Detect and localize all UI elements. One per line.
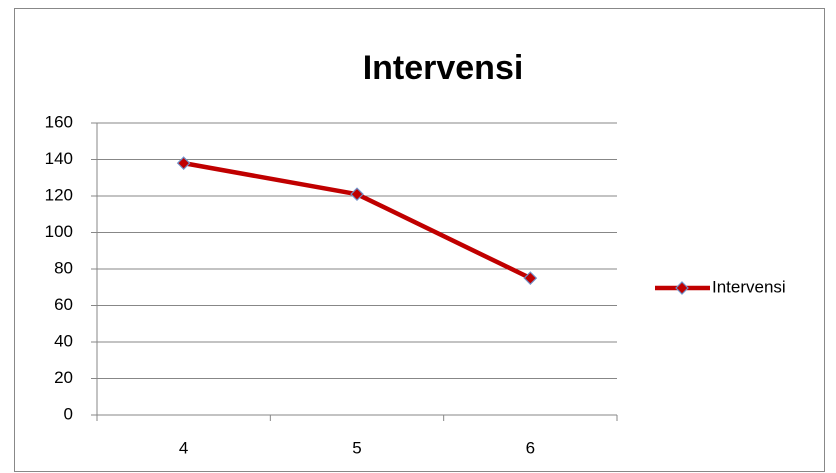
- legend-marker: [675, 281, 689, 295]
- y-tick-label: 120: [45, 185, 73, 204]
- x-tick-label: 6: [526, 438, 535, 457]
- point-marker: [350, 187, 364, 202]
- y-tick-label: 40: [54, 331, 73, 350]
- y-tick-label: 80: [54, 258, 73, 277]
- y-tick-label: 0: [64, 404, 73, 423]
- chart-border: [14, 8, 825, 472]
- chart-title: Intervensi: [363, 49, 524, 87]
- y-tick-label: 60: [54, 295, 73, 314]
- y-tick-label: 100: [45, 222, 73, 241]
- y-tick-label: 140: [45, 149, 73, 168]
- y-tick-label: 160: [45, 112, 73, 131]
- point-marker: [523, 271, 538, 285]
- point-marker: [176, 156, 191, 170]
- y-tick-label: 20: [54, 368, 73, 387]
- legend-label: Intervensi: [712, 277, 786, 296]
- x-tick-label: 4: [179, 438, 188, 457]
- x-tick-label: 5: [352, 438, 361, 457]
